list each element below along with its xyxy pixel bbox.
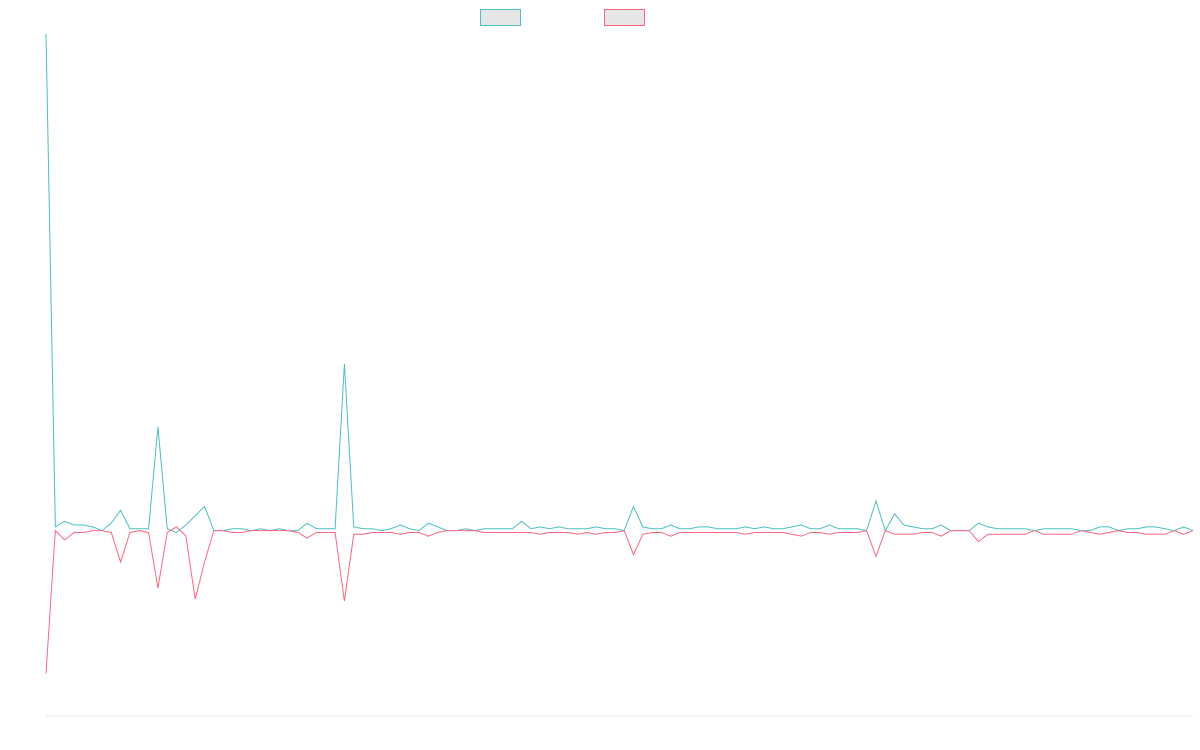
series-line-2 <box>45 526 1194 674</box>
legend-item-2[interactable] <box>604 9 645 26</box>
legend-item-1[interactable] <box>480 9 521 26</box>
series-line-1 <box>45 33 1194 534</box>
legend-swatch-1[interactable] <box>480 9 521 26</box>
legend-swatch-2[interactable] <box>604 9 645 26</box>
legend <box>480 9 645 26</box>
series-layer <box>45 33 1194 674</box>
